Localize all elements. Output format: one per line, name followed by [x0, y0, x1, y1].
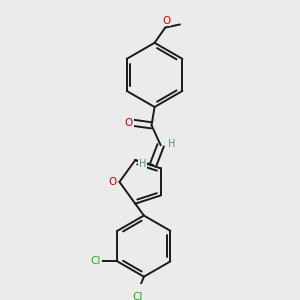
- Text: Cl: Cl: [91, 256, 101, 266]
- Text: H: H: [139, 159, 146, 169]
- Text: O: O: [125, 118, 133, 128]
- Text: O: O: [163, 16, 171, 26]
- Text: O: O: [109, 177, 117, 187]
- Text: H: H: [168, 139, 175, 149]
- Text: Cl: Cl: [133, 292, 143, 300]
